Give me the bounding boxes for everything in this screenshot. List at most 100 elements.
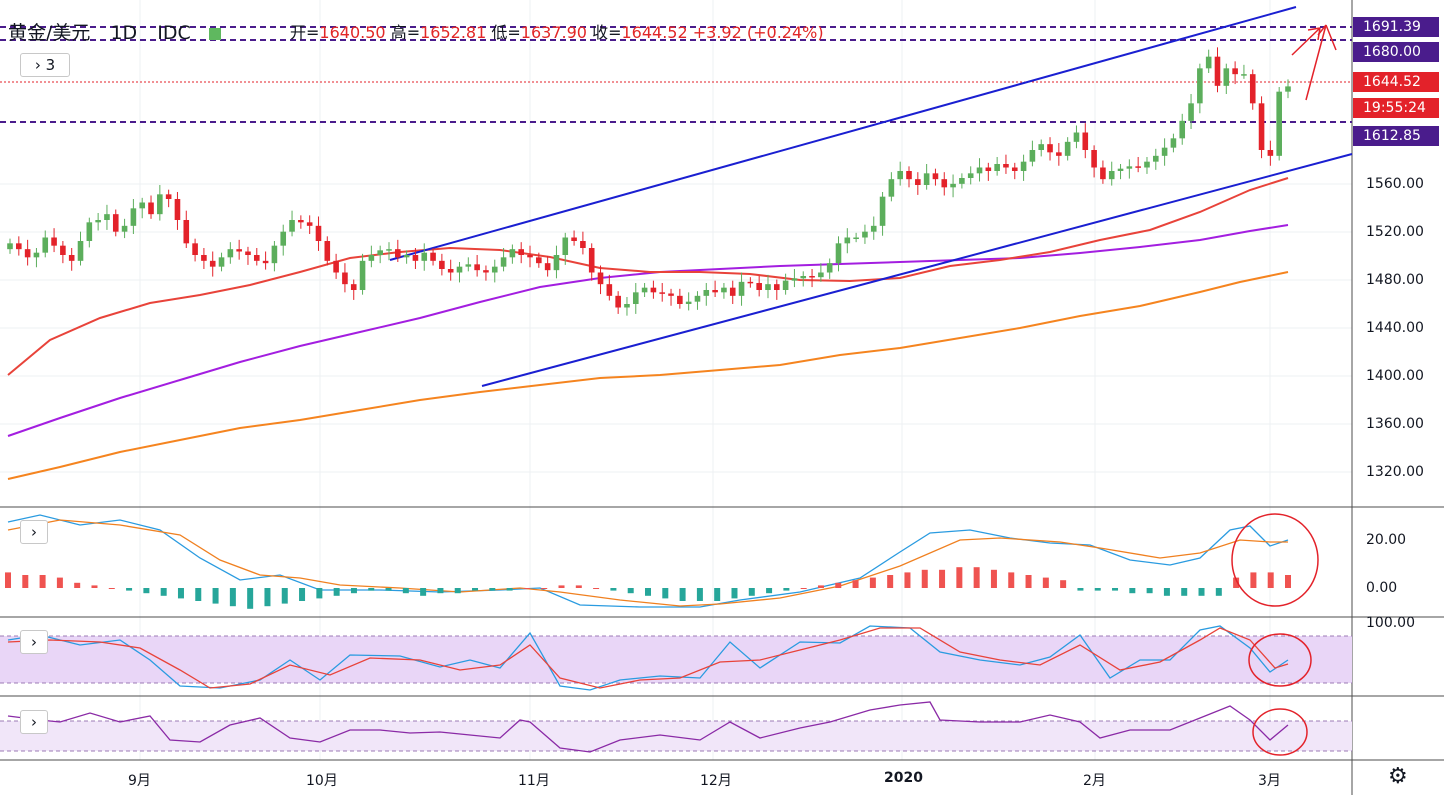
low-value: 1637.90 [520,23,587,42]
macd-hist-bar [333,588,340,596]
candle-body [77,241,84,261]
candle-body [553,255,560,271]
time-axis[interactable]: 9月 10月 11月 12月 2020 2月 3月 [0,760,1352,795]
candle-body [60,245,66,255]
candle-body [1091,150,1097,168]
candle-body [1267,150,1274,156]
macd-hist-bar [869,577,876,588]
candle-body [271,245,278,264]
macd-hist-bar [1285,575,1291,588]
macd-hist-bar [368,588,375,591]
macd-hist-bar [575,585,582,588]
macd-hist-bar [627,588,634,594]
candle-body [227,249,234,258]
macd-hist-bar [523,588,530,589]
candle-body [1064,141,1071,156]
candle-body [209,260,216,267]
candle-body [632,292,639,304]
chevron-right-icon: › [31,523,37,541]
price-axis-label: 1560.00 [1366,176,1424,192]
macd-hist-bar [506,588,513,591]
candle-body [809,276,815,278]
low-label: 低= [491,23,521,42]
macd-hist-bar [887,575,894,588]
macd-hist-bar [956,567,963,588]
candle-body [527,255,533,258]
macd-hist-bar [177,588,184,599]
candle-body [950,183,956,188]
candle-body [835,243,842,264]
macd-hist-bar [472,588,479,591]
macd-hist-bar [904,572,911,588]
macd-hist-bar [783,588,790,591]
stoch-axis-label: 100.00 [1366,615,1415,631]
candle-body [1249,74,1256,104]
indicators-count: 3 [45,56,56,74]
macd-hist-bar [800,588,807,589]
candle-body [862,231,868,238]
price-axis-label: 1400.00 [1366,368,1424,384]
indicators-toggle-button[interactable]: › 3 [20,53,70,77]
macd-hist-bar [1198,588,1205,596]
price-axis[interactable]: 1560.00 1520.00 1480.00 1440.00 1400.00 … [1352,0,1444,760]
candle-body [844,237,851,244]
level-low-tag: 1612.85 [1353,126,1439,146]
candle-body [421,252,428,261]
candle-body [192,243,198,255]
macd-hist-bar [39,575,46,588]
candle-body [1108,171,1115,180]
candle-body [51,237,57,246]
macd-hist-bar [731,588,738,599]
macd-hist-bar [835,582,842,588]
candle-body [544,263,551,271]
candle-body [333,260,339,273]
candle-body [782,280,789,290]
candle-body [1047,144,1053,153]
candle-body [677,295,683,304]
time-axis-label: 3月 [1258,773,1281,789]
macd-hist-bar [1215,588,1222,596]
macd-hist-bar [74,582,81,588]
candle-body [729,287,736,296]
open-label: 开= [290,23,320,42]
candle-body [148,202,154,215]
candle-body [1276,91,1282,156]
candle-body [1011,167,1018,171]
stoch-toggle-button[interactable]: › [20,630,48,654]
candle-body [756,283,762,290]
open-value: 1640.50 [319,23,386,42]
rsi-toggle-button[interactable]: › [20,710,48,734]
candle-body [368,255,375,261]
candle-body [16,243,22,250]
candle-body [1285,86,1291,92]
chevron-right-icon: › [34,56,41,74]
macd-histogram [5,567,1291,609]
macd-hist-bar [247,588,254,609]
settings-gear-icon[interactable]: ⚙ [1388,764,1408,789]
candle-body [765,284,771,290]
chevron-right-icon: › [31,633,37,651]
candle-body [1029,150,1036,162]
candle-body [897,171,903,180]
macd-hist-bar [1042,577,1049,588]
macd-hist-bar [679,588,686,601]
macd-hist-bar [817,585,824,588]
candle-body [994,164,1000,171]
macd-toggle-button[interactable]: › [20,520,48,544]
source-label: IDC [157,22,191,44]
candle-body [818,272,824,278]
candle-body [7,243,13,250]
status-swatch-icon [208,28,221,40]
candle-body [906,171,912,180]
price-axis-label: 1480.00 [1366,272,1424,288]
interval-label[interactable]: 1D [110,22,138,44]
candle-body [712,290,718,293]
macd-hist-bar [126,588,133,591]
price-axis-label: 1320.00 [1366,464,1424,480]
symbol-name[interactable]: 黄金/美元 [8,22,91,44]
candle-body [342,272,348,285]
candle-body [218,257,225,267]
macd-hist-bar [281,588,288,604]
candle-body [324,241,331,261]
